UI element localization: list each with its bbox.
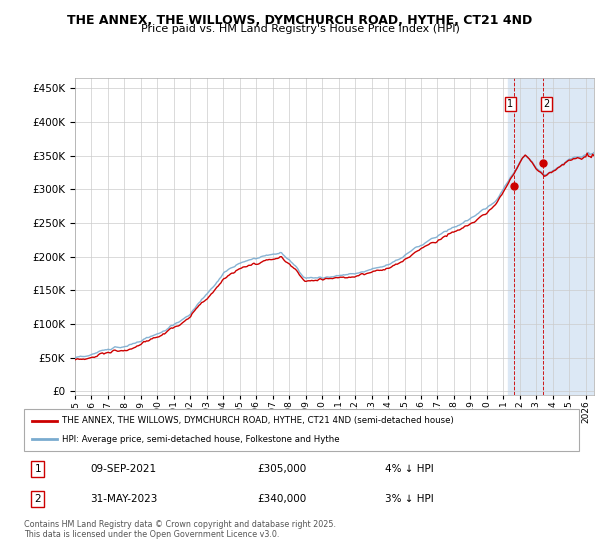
Text: 2: 2 [35,494,41,504]
Text: 1: 1 [35,464,41,474]
Text: 31-MAY-2023: 31-MAY-2023 [91,494,158,504]
Text: 3% ↓ HPI: 3% ↓ HPI [385,494,433,504]
Text: Price paid vs. HM Land Registry's House Price Index (HPI): Price paid vs. HM Land Registry's House … [140,24,460,34]
Bar [508,78,594,395]
Text: £340,000: £340,000 [257,494,307,504]
Text: THE ANNEX, THE WILLOWS, DYMCHURCH ROAD, HYTHE, CT21 4ND (semi-detached house): THE ANNEX, THE WILLOWS, DYMCHURCH ROAD, … [62,416,454,425]
Text: HPI: Average price, semi-detached house, Folkestone and Hythe: HPI: Average price, semi-detached house,… [62,435,340,444]
Text: Contains HM Land Registry data © Crown copyright and database right 2025.
This d: Contains HM Land Registry data © Crown c… [24,520,336,539]
Point [538,158,548,167]
Text: THE ANNEX, THE WILLOWS, DYMCHURCH ROAD, HYTHE, CT21 4ND: THE ANNEX, THE WILLOWS, DYMCHURCH ROAD, … [67,14,533,27]
Text: 4% ↓ HPI: 4% ↓ HPI [385,464,433,474]
Text: 09-SEP-2021: 09-SEP-2021 [91,464,157,474]
Text: 1: 1 [507,99,514,109]
Point [509,181,519,190]
Text: 2: 2 [544,99,550,109]
Text: £305,000: £305,000 [257,464,307,474]
